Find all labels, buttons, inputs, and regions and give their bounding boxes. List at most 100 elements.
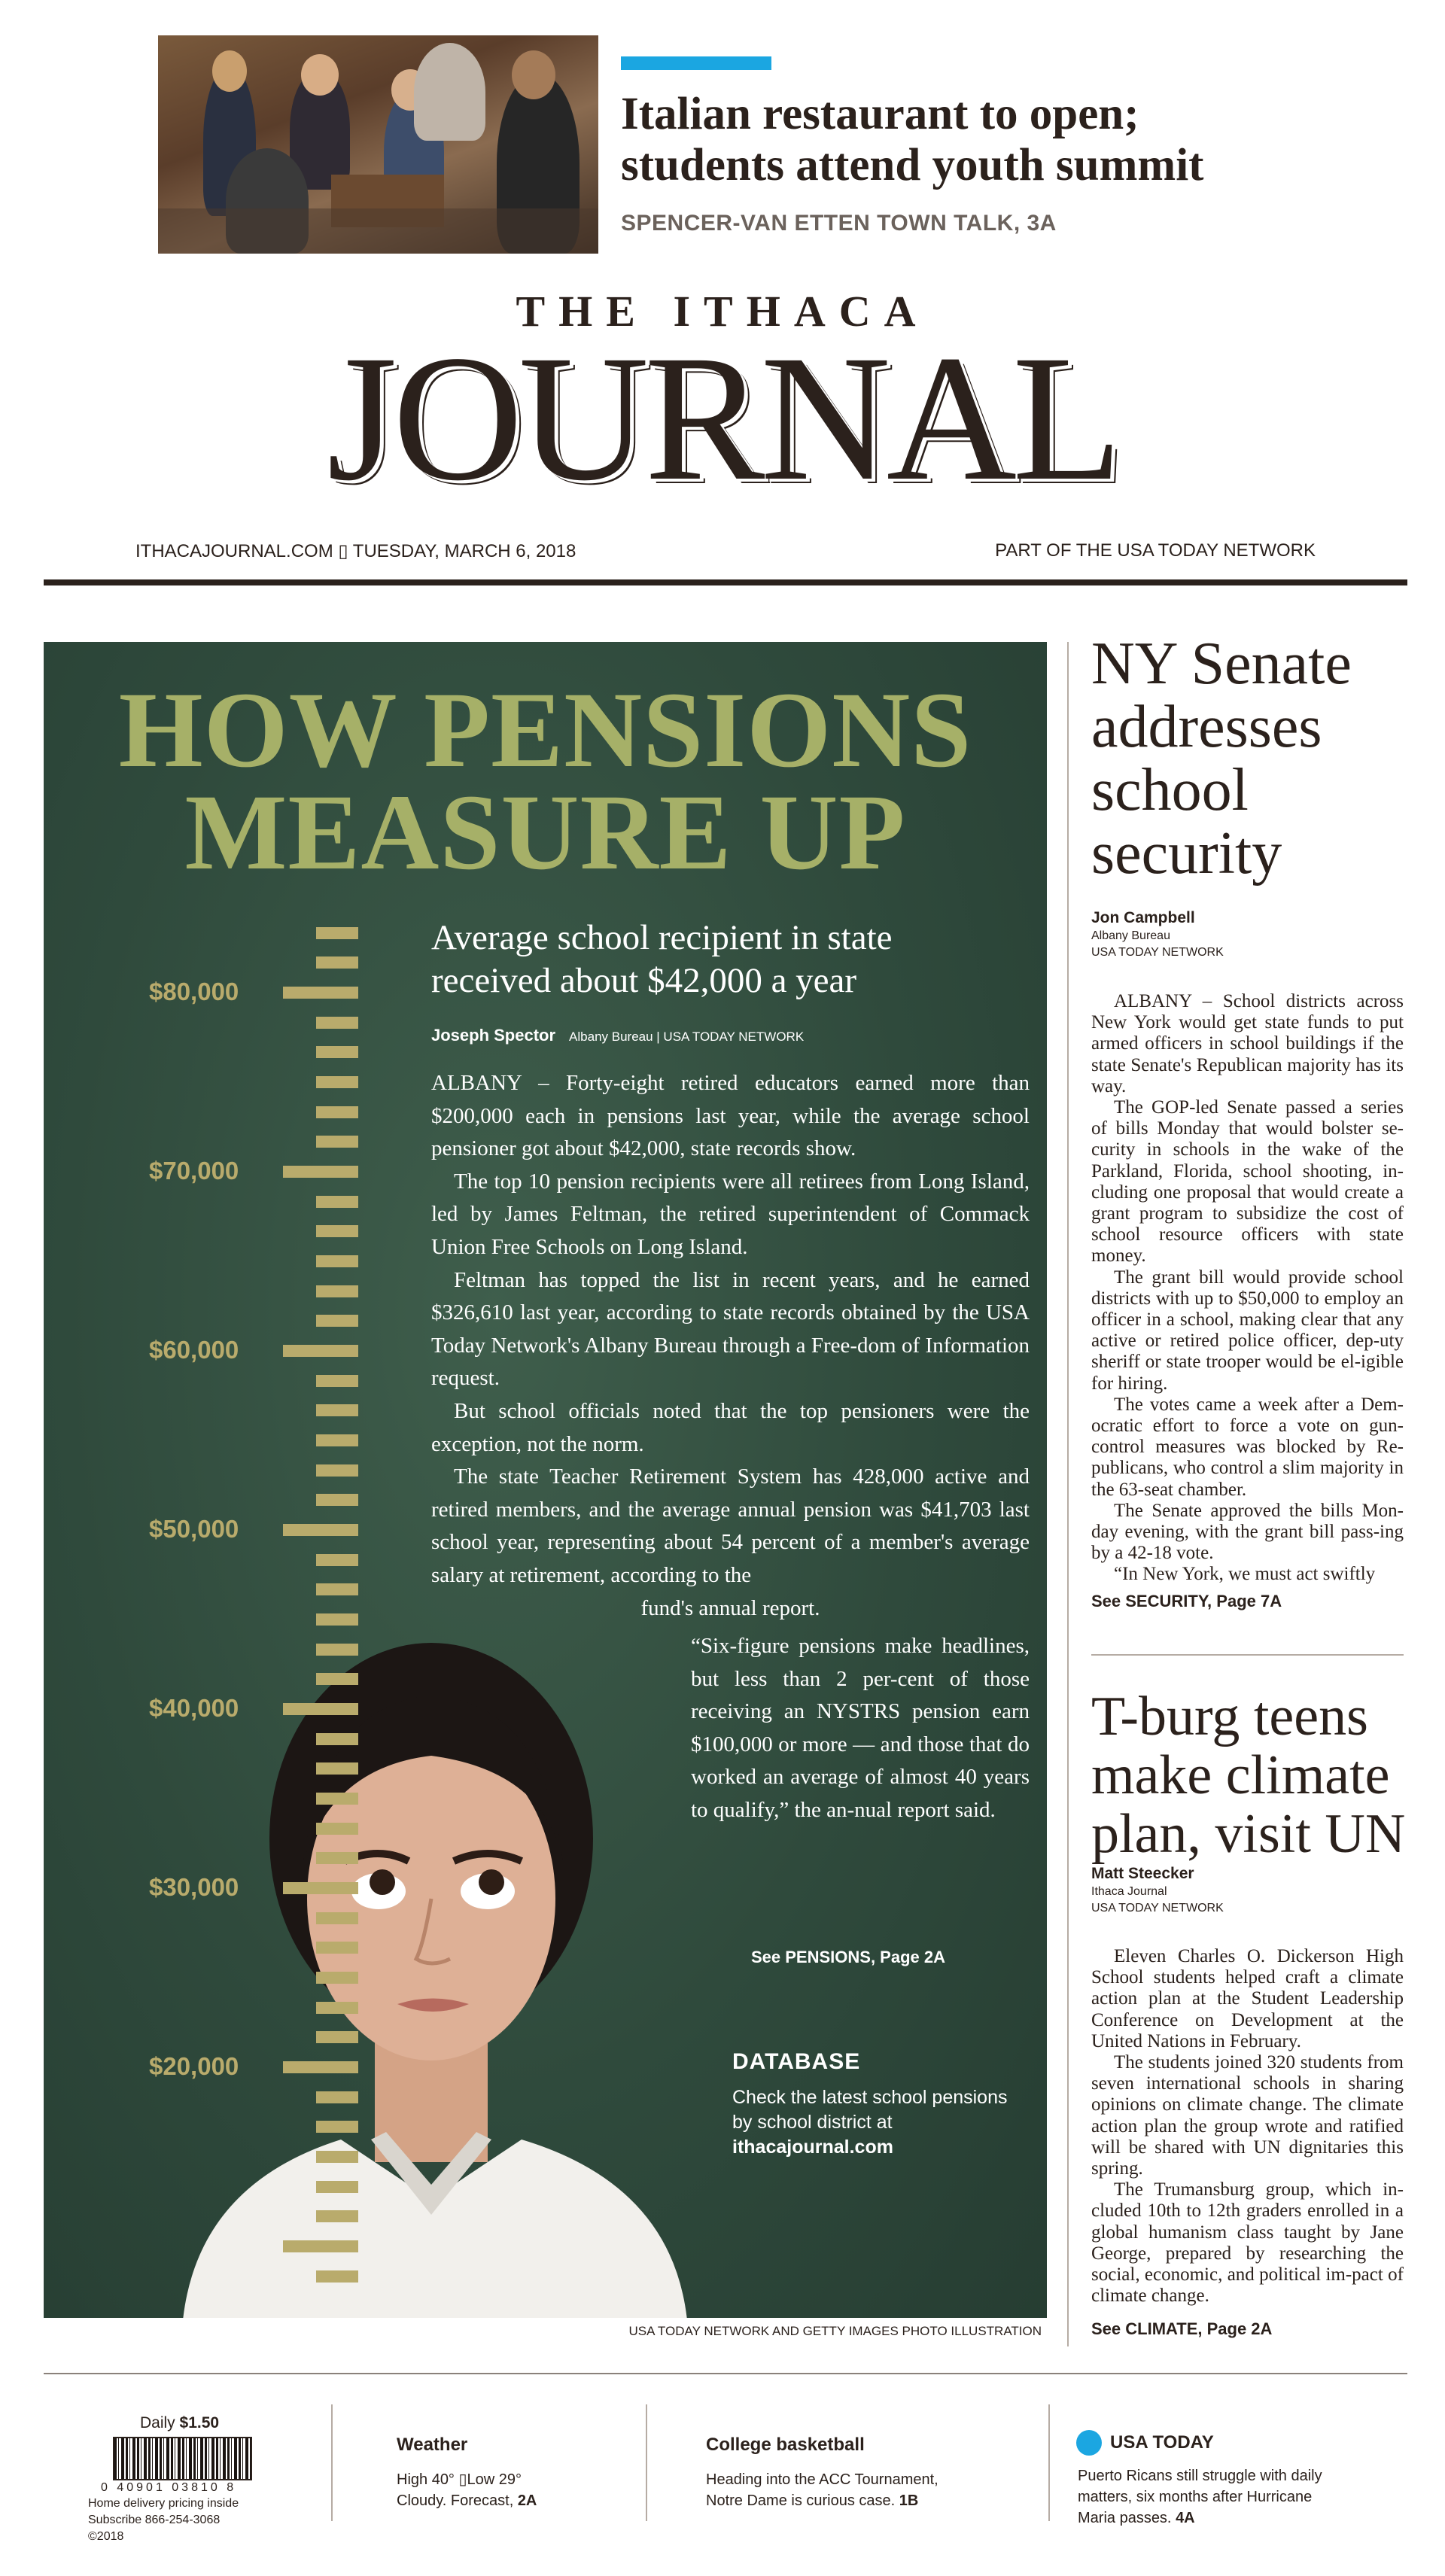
ruler-tick bbox=[316, 1106, 358, 1118]
ruler-major-tick bbox=[283, 2240, 358, 2252]
weather-page: 2A bbox=[517, 2492, 537, 2509]
story1-paragraph: The GOP-led Senate passed a series of bi… bbox=[1091, 1097, 1404, 1267]
feature-paragraph: But school officials noted that the top … bbox=[431, 1398, 1030, 1456]
story2-body: Eleven Charles O. Dickerson High School … bbox=[1091, 1946, 1404, 2307]
teaser-headline[interactable]: Italian restaurant to open; students att… bbox=[621, 89, 1298, 191]
feature-author: Joseph Spector bbox=[431, 1026, 556, 1045]
ruler-tick bbox=[316, 2151, 358, 2163]
column-divider bbox=[1067, 642, 1069, 2346]
weather-forecast: Cloudy. Forecast, bbox=[397, 2492, 514, 2509]
story1-author: Jon Campbell bbox=[1091, 909, 1195, 926]
feature-subhead[interactable]: Average school recipient in state receiv… bbox=[431, 917, 1003, 1002]
feature-byline: Joseph Spector Albany Bureau | USA TODAY … bbox=[431, 1026, 804, 1045]
database-link[interactable]: ithacajournal.com bbox=[732, 2137, 893, 2158]
ruler-tick bbox=[316, 1464, 358, 1477]
story1-affiliation: Albany Bureau USA TODAY NETWORK bbox=[1091, 928, 1224, 961]
feature-paragraph: The top 10 pension recipients were all r… bbox=[431, 1169, 1030, 1259]
footer-divider bbox=[646, 2404, 647, 2521]
feature-subhead-line: Average school recipient in state bbox=[431, 918, 893, 957]
story2-jump-link[interactable]: See CLIMATE, Page 2A bbox=[1091, 2319, 1273, 2338]
ruler-tick bbox=[316, 1374, 358, 1387]
usa-line: matters, six months after Hurricane bbox=[1078, 2489, 1313, 2505]
ruler-tick bbox=[316, 1732, 358, 1745]
usa-line: Maria passes. bbox=[1078, 2510, 1172, 2526]
story2-headline-line: make climate bbox=[1091, 1744, 1390, 1806]
story1-headline[interactable]: NY Senate addresses school security bbox=[1091, 632, 1352, 885]
story2-headline-line: T-burg teens bbox=[1091, 1686, 1368, 1747]
ruler-tick bbox=[316, 1942, 358, 1954]
price-value: $1.50 bbox=[179, 2414, 220, 2432]
usa-today-heading[interactable]: USA TODAY bbox=[1110, 2432, 1214, 2453]
ruler-tick bbox=[316, 1016, 358, 1029]
copyright-text: ©2018 bbox=[88, 2530, 124, 2543]
ruler-tick bbox=[316, 1076, 358, 1088]
ruler-tick bbox=[316, 1553, 358, 1566]
story2-affiliation-line: Ithaca Journal bbox=[1091, 1885, 1167, 1898]
feature-paragraph: Feltman has topped the list in recent ye… bbox=[431, 1267, 1030, 1391]
ruler-tick bbox=[316, 1255, 358, 1267]
ruler-tick bbox=[316, 1613, 358, 1626]
masthead-journal: JOURNAL bbox=[327, 318, 1122, 518]
teaser-kicker[interactable]: SPENCER-VAN ETTEN TOWN TALK, 3A bbox=[621, 211, 1057, 236]
ruler-value-label: $70,000 bbox=[149, 1157, 239, 1185]
college-line: Notre Dame is curious case. bbox=[706, 2492, 896, 2509]
footer-divider bbox=[331, 2404, 333, 2521]
weather-heading[interactable]: Weather bbox=[397, 2435, 468, 2455]
masthead-rule bbox=[44, 579, 1407, 585]
ruler-tick bbox=[316, 956, 358, 969]
database-text: Check the latest school pensions by scho… bbox=[732, 2085, 1018, 2160]
delivery-text: Home delivery pricing inside bbox=[88, 2497, 239, 2510]
footer-divider bbox=[1048, 2404, 1050, 2521]
feature-panel: HOW PENSIONS MEASURE UP Average school r… bbox=[44, 642, 1047, 2318]
price-label: Daily $1.50 bbox=[140, 2414, 219, 2432]
feature-quote: “Six-figure pensions make headlines, but… bbox=[691, 1634, 1030, 1822]
ruler-tick bbox=[316, 1046, 358, 1059]
ruler-major-tick bbox=[283, 1166, 358, 1178]
usa-today-text: Puerto Ricans still struggle with daily … bbox=[1078, 2465, 1322, 2529]
network-label: PART OF THE USA TODAY NETWORK bbox=[995, 540, 1316, 561]
story2-headline-line: plan, visit UN bbox=[1091, 1803, 1406, 1865]
ruler-tick bbox=[316, 1911, 358, 1924]
college-heading[interactable]: College basketball bbox=[706, 2435, 865, 2455]
story1-headline-line: NY Senate bbox=[1091, 631, 1352, 697]
ruler-tick bbox=[316, 2031, 358, 2044]
ruler-major-tick bbox=[283, 1524, 358, 1536]
ruler-major-tick bbox=[283, 987, 358, 999]
subscribe-text[interactable]: Subscribe 866-254-3068 bbox=[88, 2514, 221, 2526]
story2-paragraph: The Trumansburg group, which in-cluded 1… bbox=[1091, 2179, 1404, 2307]
ruler-tick bbox=[316, 1225, 358, 1238]
college-page: 1B bbox=[899, 2492, 919, 2509]
story2-headline[interactable]: T-burg teens make climate plan, visit UN bbox=[1091, 1687, 1405, 1863]
database-heading: DATABASE bbox=[732, 2049, 861, 2074]
ruler-major-tick bbox=[283, 2061, 358, 2073]
story2-paragraph: Eleven Charles O. Dickerson High School … bbox=[1091, 1946, 1404, 2051]
ruler-major-tick bbox=[283, 1703, 358, 1715]
story1-headline-line: school bbox=[1091, 757, 1249, 823]
story2-affiliation-line: USA TODAY NETWORK bbox=[1091, 1902, 1224, 1915]
college-text: Heading into the ACC Tournament, Notre D… bbox=[706, 2469, 938, 2511]
ruler-tick bbox=[316, 1583, 358, 1596]
feature-jump-link[interactable]: See PENSIONS, Page 2A bbox=[751, 1948, 945, 1966]
ruler-value-label: $50,000 bbox=[149, 1515, 239, 1543]
feature-title[interactable]: HOW PENSIONS MEASURE UP bbox=[44, 677, 1047, 887]
ruler-tick bbox=[316, 1195, 358, 1208]
story2-paragraph: The students joined 320 students from se… bbox=[1091, 2052, 1404, 2179]
college-line: Heading into the ACC Tournament, bbox=[706, 2471, 938, 2488]
footer-info: Home delivery pricing inside Subscribe 8… bbox=[88, 2495, 239, 2545]
weather-temps: High 40° ▯Low 29° bbox=[397, 2471, 522, 2488]
photo-credit: USA TODAY NETWORK AND GETTY IMAGES PHOTO… bbox=[628, 2324, 1042, 2338]
ruler-tick bbox=[316, 926, 358, 939]
ruler-tick bbox=[316, 1285, 358, 1297]
ruler-value-label: $60,000 bbox=[149, 1336, 239, 1364]
ruler-tick bbox=[316, 2210, 358, 2223]
story1-headline-line: addresses bbox=[1091, 694, 1322, 760]
story1-jump-link[interactable]: See SECURITY, Page 7A bbox=[1091, 1592, 1282, 1610]
ruler-value-label: $40,000 bbox=[149, 1694, 239, 1722]
barcode bbox=[113, 2437, 252, 2480]
story1-affiliation-line: USA TODAY NETWORK bbox=[1091, 946, 1224, 959]
teaser-photo[interactable] bbox=[158, 35, 598, 254]
footer-rule bbox=[44, 2373, 1407, 2374]
ruler-tick bbox=[316, 2121, 358, 2133]
ruler-tick bbox=[316, 1673, 358, 1686]
ruler-tick bbox=[316, 1762, 358, 1775]
